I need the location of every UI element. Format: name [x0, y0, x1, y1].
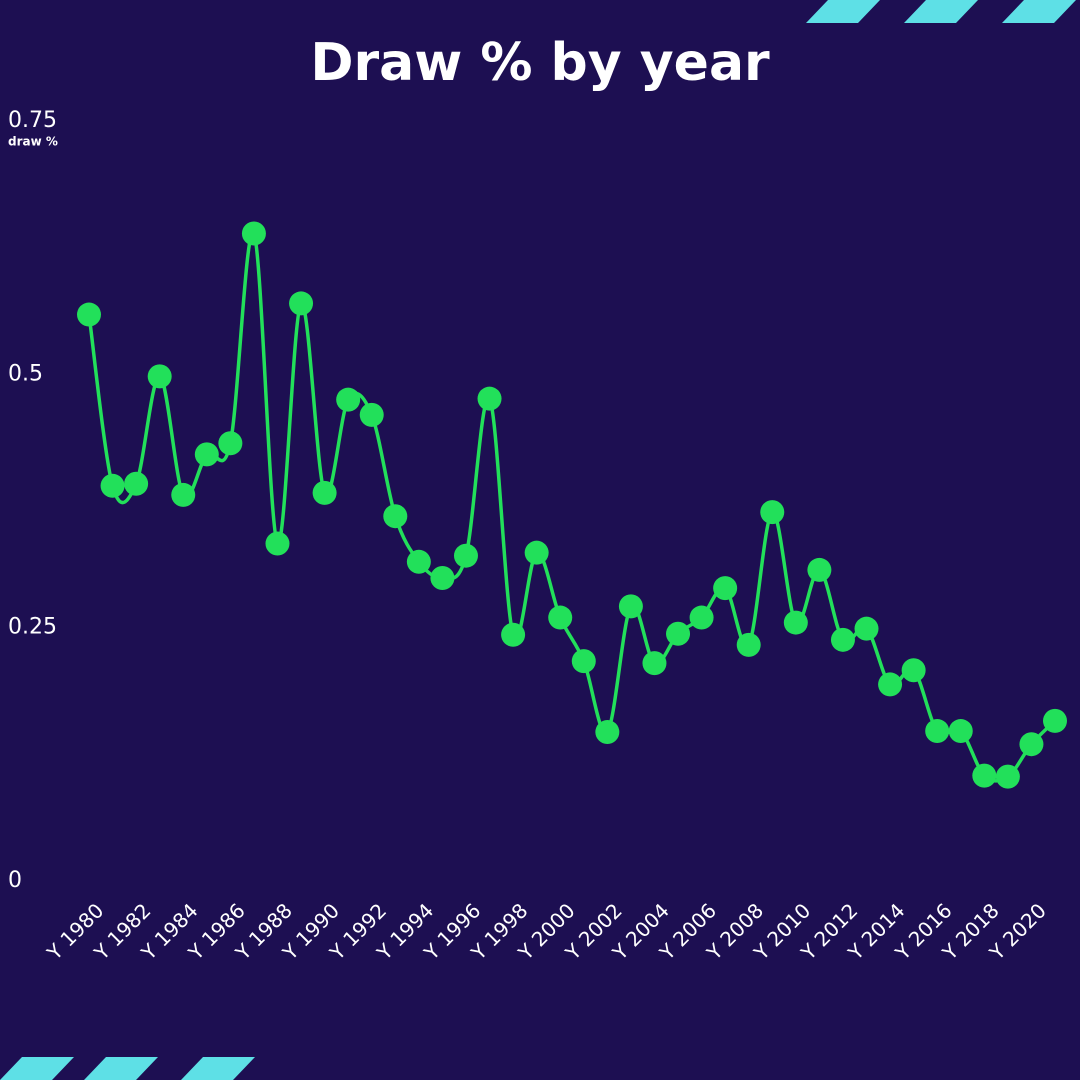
data-point: [666, 621, 691, 646]
data-point: [901, 658, 926, 683]
data-point: [406, 549, 431, 574]
stripe: [1002, 0, 1076, 23]
data-point: [77, 302, 101, 327]
data-point: [312, 480, 337, 505]
data-point: [289, 291, 314, 316]
data-point: [171, 482, 196, 507]
data-point: [524, 540, 549, 565]
data-point: [1019, 732, 1044, 757]
data-point: [194, 442, 219, 467]
data-point: [618, 594, 643, 619]
stripe: [181, 1057, 255, 1080]
data-point: [783, 610, 808, 635]
data-point: [336, 387, 361, 412]
data-point: [713, 576, 738, 601]
y-tick-label: 0: [8, 868, 22, 893]
data-point: [477, 386, 502, 411]
data-point: [571, 649, 596, 674]
stripe: [806, 0, 880, 23]
data-point: [359, 402, 384, 427]
data-point: [689, 605, 714, 630]
data-point: [430, 566, 455, 591]
data-point: [972, 763, 997, 788]
data-point: [948, 719, 973, 744]
data-point: [218, 431, 243, 456]
data-point: [124, 471, 149, 496]
stripe: [84, 1057, 158, 1080]
y-tick-label: 0.25: [8, 615, 57, 640]
data-point: [830, 627, 855, 652]
data-point: [1043, 708, 1067, 733]
data-point: [854, 616, 879, 641]
data-point: [548, 605, 573, 630]
data-point: [878, 672, 903, 697]
data-point: [265, 531, 290, 556]
stripe: [904, 0, 978, 23]
data-point: [241, 221, 266, 246]
y-tick-label: 0.5: [8, 361, 43, 386]
data-point: [807, 557, 832, 582]
data-point: [453, 543, 478, 568]
data-point: [642, 651, 667, 676]
y-tick-label: 0.75: [8, 108, 57, 133]
data-point: [501, 622, 526, 647]
chart-title: Draw % by year: [310, 33, 770, 93]
stripe: [0, 1057, 74, 1080]
data-point: [995, 764, 1020, 789]
data-point: [760, 500, 785, 525]
data-point: [383, 504, 408, 529]
data-point: [925, 719, 950, 744]
data-point: [100, 473, 125, 498]
y-axis-label: draw %: [8, 135, 58, 149]
data-point: [736, 632, 761, 657]
data-point: [147, 364, 172, 389]
data-point: [595, 720, 620, 745]
